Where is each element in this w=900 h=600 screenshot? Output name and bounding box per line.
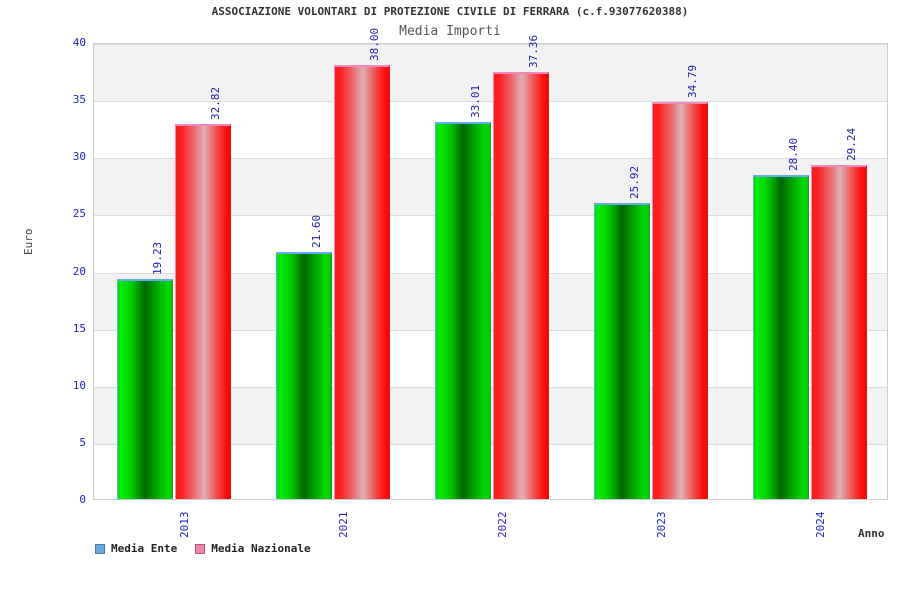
gridline	[94, 386, 887, 388]
chart-subtitle: Media Importi	[399, 24, 501, 39]
bar-value-label: 33.01	[468, 84, 482, 118]
y-tick-label: 10	[72, 378, 86, 392]
y-axis-title: Euro	[22, 228, 35, 256]
y-tick-label: 0	[79, 493, 86, 506]
x-tick-label: 2013	[177, 511, 191, 539]
plot-band	[94, 44, 887, 102]
bar-media-nazionale[interactable]	[651, 101, 708, 499]
bar-media-ente[interactable]	[275, 252, 332, 499]
x-tick-label: 2023	[654, 511, 668, 539]
bar-media-ente[interactable]	[752, 174, 809, 499]
y-tick-label: 25	[72, 207, 86, 221]
gridline	[94, 443, 887, 445]
x-tick-label: 2022	[495, 511, 509, 539]
legend-label: Media Nazionale	[211, 542, 311, 555]
legend-item[interactable]: Media Nazionale	[195, 542, 311, 555]
gridline	[94, 272, 887, 274]
gridline	[94, 44, 887, 45]
bar-value-label: 37.36	[526, 35, 540, 69]
y-tick-label: 40	[72, 36, 86, 49]
chart-legend: Media Ente Media Nazionale	[95, 542, 311, 555]
plot-area: 19.23 32.82 21.60 38.00 33.01 37.36 25.92 34.79…	[93, 28, 888, 500]
gridline	[94, 215, 887, 217]
x-tick-label: 2024	[813, 511, 827, 539]
y-tick-label: 15	[72, 321, 86, 335]
x-axis-title: Anno	[858, 527, 885, 540]
chart-title: ASSOCIAZIONE VOLONTARI DI PROTEZIONE CIV…	[211, 5, 689, 18]
bar-value-label: 38.00	[367, 27, 381, 61]
y-tick-label: 30	[72, 150, 86, 164]
bar-media-nazionale[interactable]	[174, 124, 231, 499]
bar-media-nazionale[interactable]	[810, 164, 867, 499]
bar-media-nazionale[interactable]	[492, 72, 549, 499]
gridline	[94, 158, 887, 160]
bar-value-label: 25.92	[627, 165, 641, 199]
bar-value-label: 29.24	[844, 127, 858, 161]
y-tick-label: 35	[72, 93, 86, 107]
bar-media-nazionale[interactable]	[333, 64, 390, 499]
legend-swatch-icon	[95, 543, 105, 554]
bar-value-label: 28.40	[786, 137, 800, 171]
bar-value-label: 34.79	[685, 64, 699, 98]
gridline	[94, 329, 887, 331]
bar-value-label: 19.23	[150, 242, 164, 276]
gridline	[94, 101, 887, 103]
bar-media-ente[interactable]	[593, 202, 650, 499]
legend-item[interactable]: Media Ente	[95, 542, 177, 555]
legend-swatch-icon	[195, 543, 206, 554]
bar-media-ente[interactable]	[116, 279, 173, 499]
bar-value-label: 21.60	[309, 215, 323, 249]
legend-label: Media Ente	[111, 542, 178, 555]
bar-media-ente[interactable]	[434, 121, 491, 499]
y-tick-label: 20	[72, 264, 86, 278]
y-tick-label: 5	[79, 435, 86, 449]
x-tick-label: 2021	[336, 511, 350, 539]
bar-value-label: 32.82	[208, 86, 222, 121]
